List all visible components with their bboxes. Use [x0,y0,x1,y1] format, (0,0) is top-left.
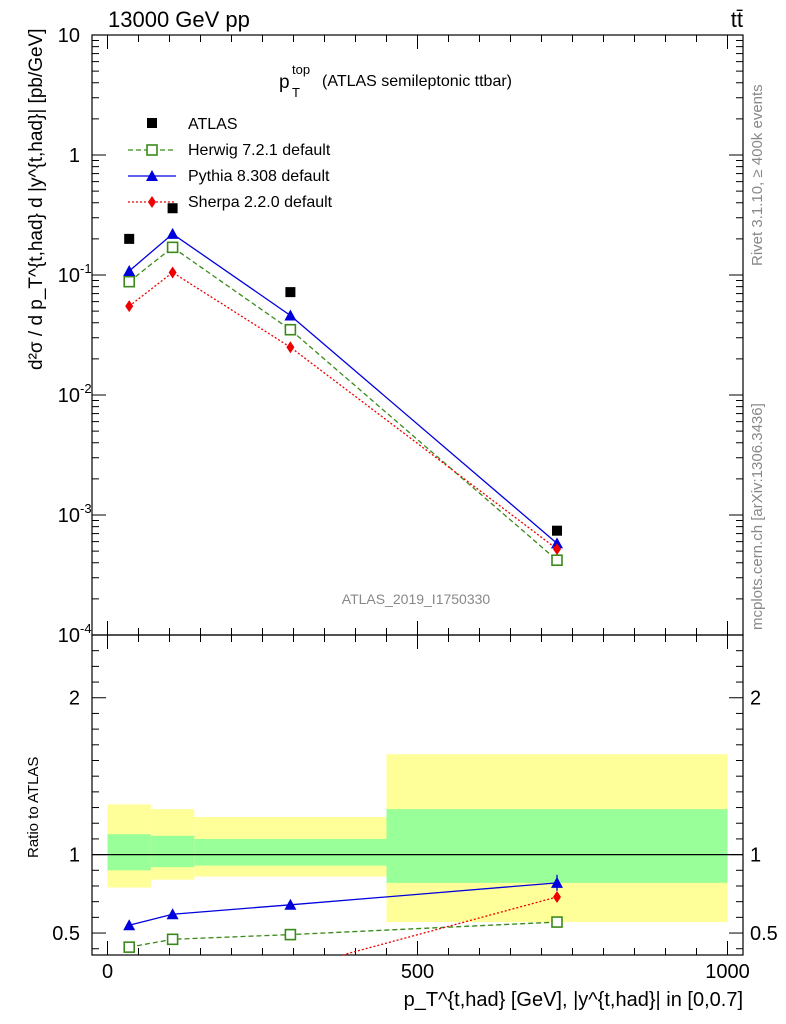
main-point-atlas [552,525,562,536]
main-point-pythia [284,309,297,321]
ratio-line-pythia [129,882,558,926]
ratio-stat-band [194,838,387,866]
analysis-tag: ATLAS_2019_I1750330 [342,591,491,607]
main-point-herwig [551,554,563,567]
rivet-label: Rivet 3.1.10, ≥ 400k events [749,84,766,266]
plot-title-main: p [279,72,290,93]
main-y-tick-exponent: -4 [80,621,92,636]
plot-title-rest: (ATLAS semileptonic ttbar) [322,73,512,90]
main-y-tick-label: 10 [58,25,80,47]
ratio-stat-band [386,809,728,883]
legend-label-atlas: ATLAS [188,116,238,133]
ratio-point-pythia [123,919,136,931]
legend-marker-herwig [146,144,158,156]
main-line-herwig [128,246,558,561]
main-point-atlas [167,203,178,214]
main-y-tick-exponent: -1 [80,261,92,276]
legend-label-herwig: Herwig 7.2.1 default [188,142,331,159]
legend: ATLAS Herwig 7.2.1 default Pythia 8.308 … [128,116,333,211]
x-axis-label: p_T^{t,had} [GeV], |y^{t,had}| in [0,0.7… [404,989,743,1011]
header-energy-label: 13000 GeV pp [108,7,250,32]
main-point-herwig [123,275,135,288]
mcplots-label: mcplots.cern.ch [arXiv:1306.3436] [749,403,766,630]
ratio-y-axis-label: Ratio to ATLAS [25,757,42,858]
ratio-point-herwig [166,933,179,946]
main-y-tick-label: 10 [58,625,80,647]
main-point-pythia [166,227,179,239]
main-point-sherpa [286,341,295,354]
ratio-point-herwig [284,928,297,941]
x-tick-label: 1000 [705,961,750,983]
main-point-atlas [285,287,296,298]
main-y-tick-exponent: -3 [80,501,92,516]
main-y-tick-label: 1 [69,145,80,167]
main-y-axis-label: d²σ / d p_T^{t,had} d |y^{t,had}| [pb/Ge… [26,28,47,370]
main-y-tick-label: 10 [58,265,80,287]
plot-title-sup: top [292,62,310,77]
ratio-y-tick-label-right: 0.5 [750,923,778,945]
legend-label-sherpa: Sherpa 2.2.0 default [188,194,333,211]
main-point-herwig [284,323,297,336]
plot-title: p top T (ATLAS semileptonic ttbar) [279,62,512,100]
ratio-line-sherpa [342,896,558,956]
ratio-stat-band [107,834,151,871]
plot-title-sub: T [292,85,300,100]
ratio-y-tick-label: 2 [69,688,80,710]
ratio-point-herwig [551,916,563,928]
data-series [123,203,563,956]
x-tick-label: 500 [401,961,434,983]
legend-marker-atlas [147,118,157,128]
ratio-line-herwig [129,921,558,948]
ratio-y-tick-label: 0.5 [52,923,80,945]
main-y-tick-exponent: -2 [80,381,92,396]
ratio-point-pythia [166,908,179,920]
ratio-point-sherpa [553,890,561,903]
main-line-pythia [128,233,558,544]
main-point-sherpa [553,543,561,556]
legend-marker-sherpa [148,196,156,208]
ratio-y-tick-label-right: 1 [750,845,761,867]
ratio-y-tick-label-right: 2 [750,688,761,710]
main-line-sherpa [128,271,558,550]
ratio-y-tick-label: 1 [69,845,80,867]
legend-marker-pythia [146,170,158,181]
main-point-pythia [551,537,563,549]
main-point-sherpa [168,266,177,279]
main-point-pythia [123,264,136,276]
legend-label-pythia: Pythia 8.308 default [188,168,330,185]
ratio-stat-band [150,835,195,868]
ratio-point-herwig [123,941,135,953]
main-point-atlas [124,233,135,244]
header-process-label: tt̄ [731,7,743,32]
main-point-herwig [166,241,179,254]
x-tick-label: 0 [102,961,113,983]
ratio-uncertainty-bands [92,754,743,923]
main-y-tick-label: 10 [58,505,80,527]
main-y-tick-label: 10 [58,385,80,407]
ratio-point-pythia [284,898,297,910]
main-point-sherpa [125,300,134,313]
